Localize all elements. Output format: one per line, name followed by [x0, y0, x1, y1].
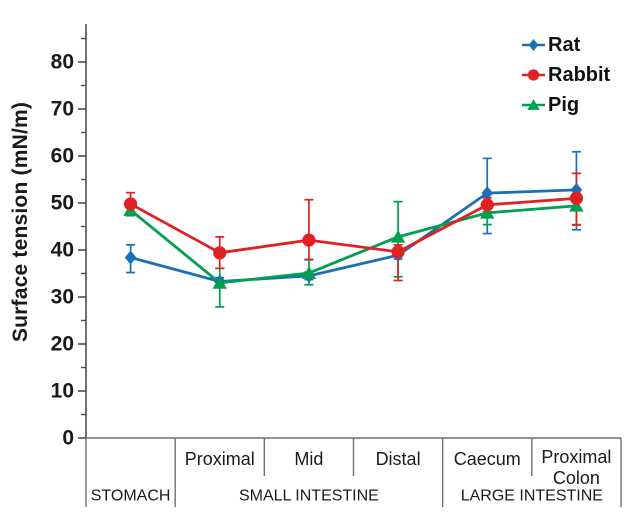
rabbit-series-line [129, 196, 577, 255]
legend-label-rat: Rat [548, 33, 581, 56]
rabbit-marker-proximal-colon [569, 191, 584, 205]
rat-marker-caecum [481, 186, 494, 201]
category-label: Colon [553, 468, 600, 488]
region-label: LARGE INTESTINE [461, 488, 603, 505]
y-axis-tick-label: 10 [51, 380, 74, 403]
rabbit-marker-stomach [123, 197, 138, 211]
pig-legend-marker [527, 99, 540, 110]
legend-item-rabbit: Rabbit [520, 60, 610, 90]
y-axis-tick-label: 80 [51, 51, 74, 74]
pig-marker-mid [301, 266, 317, 279]
y-axis-tick-label: 70 [51, 98, 74, 121]
category-label: Caecum [454, 449, 521, 469]
y-axis-tick-label: 20 [51, 333, 74, 356]
pig-marker-distal [390, 230, 406, 243]
rabbit-marker-proximal [213, 246, 227, 260]
pig-series-line [129, 204, 577, 285]
rat-diamond-icon [522, 39, 545, 51]
legend-label-rabbit: Rabbit [548, 63, 611, 86]
category-label: Distal [376, 449, 421, 469]
rabbit-circle-icon [522, 69, 545, 81]
y-axis-tick-label: 40 [51, 239, 74, 262]
pig-marker-proximal [212, 276, 227, 289]
region-label: SMALL INTESTINE [239, 488, 379, 505]
category-label: Mid [294, 449, 323, 469]
y-axis-tick-label: 50 [51, 192, 74, 215]
rabbit-marker-mid [302, 233, 316, 247]
rabbit-legend-marker [527, 69, 540, 81]
legend-item-pig: Pig [520, 90, 610, 120]
pig-marker-caecum [480, 206, 495, 219]
y-axis-tick-label: 0 [62, 427, 74, 450]
legend-item-rat: Rat [520, 30, 610, 60]
category-label: Proximal [541, 447, 611, 467]
legend-label-pig: Pig [548, 93, 580, 116]
category-label: Proximal [185, 449, 255, 469]
rat-marker-stomach [124, 250, 137, 265]
rat-series-line [130, 188, 577, 283]
rabbit-marker-caecum [480, 198, 494, 212]
y-axis-tick-label: 30 [51, 286, 74, 309]
y-axis-title: Surface tension (mN/m) [9, 101, 32, 343]
y-axis-tick-label: 60 [51, 145, 74, 168]
rabbit-marker-distal [391, 245, 405, 259]
legend: Rat Rabbit Pig [520, 30, 610, 120]
rat-legend-marker [528, 39, 539, 51]
region-label: STOMACH [91, 488, 171, 505]
pig-marker-proximal-colon [569, 199, 584, 212]
pig-triangle-icon [522, 99, 545, 110]
